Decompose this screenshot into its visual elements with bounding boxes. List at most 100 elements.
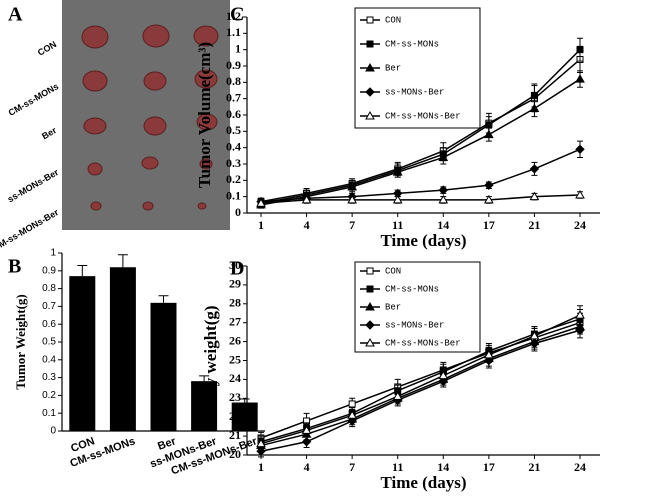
y-tick-label: 0.5 [226,123,241,137]
marker [529,164,540,174]
marker [484,180,494,190]
y-tick-label: 0.8 [42,283,56,294]
marker [365,337,375,347]
x-tick-label: 14 [437,218,449,232]
x-tick-label: 17 [483,218,495,232]
y-tick-label: 0.9 [226,58,241,72]
y-tick-label: 0 [235,205,241,219]
x-tick-label: 14 [437,460,449,474]
legend-label: CON [385,266,401,276]
marker [366,40,374,48]
x-axis-label: Time (days) [380,473,466,492]
y-axis-label: Body weight(g) [201,305,220,415]
marker [483,194,494,204]
y-tick-label: 20 [229,447,241,461]
marker [366,16,374,24]
marker [438,152,449,161]
y-tick-label: 0.5 [42,337,56,348]
panel-label: A [8,4,23,26]
marker [529,103,540,112]
y-tick-label: 21 [229,428,241,442]
marker [483,349,494,359]
y-tick-label: 27 [229,314,241,328]
y-tick-label: 25 [229,352,241,366]
error-bar [77,264,88,277]
series-line [260,318,581,443]
marker [438,370,449,380]
y-tick-label: 0.1 [226,188,241,202]
marker [576,46,584,54]
marker [575,325,585,335]
legend-label: ss-MONs-Ber [385,320,444,330]
series-line [260,194,581,204]
x-tick-label: 21 [528,218,540,232]
marker [438,185,448,195]
bar [150,302,177,431]
y-tick-label: 0.7 [226,90,241,104]
marker [530,91,538,99]
marker [301,425,312,434]
marker [301,194,312,204]
legend-label: CM-ss-MONs-Ber [385,111,461,121]
marker [392,194,403,204]
marker [256,198,266,207]
photo [62,0,230,230]
x-tick-label: 7 [349,460,355,474]
marker [348,400,356,408]
x-tick-label: 4 [304,460,310,474]
y-tick-label: 0.3 [226,156,241,170]
y-tick-label: 0.4 [42,354,56,365]
x-tick-label: 21 [528,460,540,474]
legend-label: Ber [385,63,401,73]
tumors [81,24,219,211]
x-tick-label: 17 [483,460,495,474]
error-bar [239,398,250,403]
marker [483,129,494,139]
legend-label: CM-ss-MONs [385,39,439,49]
series-line [260,325,581,447]
marker [438,194,449,204]
y-tick-label: 30 [229,258,241,272]
panel-label: B [8,256,21,278]
x-tick-label: 24 [574,218,586,232]
series-line [260,49,581,204]
marker [347,181,358,191]
error-bar [117,254,128,268]
marker [575,310,585,319]
series-line [260,314,581,445]
marker [365,301,375,311]
error-bar [158,295,169,303]
x-tick-label: 11 [392,460,403,474]
marker [256,438,266,448]
y-tick-label: 0.2 [226,172,241,186]
photo-label: CON [36,39,58,58]
legend-label: ss-MONs-Ber [385,87,444,97]
y-axis-label: Tumor Volume(cm³) [195,42,214,188]
marker [529,191,540,201]
marker [392,167,403,176]
y-tick-label: 1 [235,41,241,55]
bar [191,381,218,431]
marker [485,121,493,129]
y-tick-label: 0.7 [42,301,56,312]
y-tick-label: 26 [229,333,241,347]
y-tick-label: 24 [229,371,241,385]
y-tick-label: 0.6 [226,107,241,121]
bar [69,276,96,431]
marker [392,391,403,400]
y-tick-label: 0.8 [226,74,241,88]
marker [365,110,375,120]
marker [529,330,540,340]
y-tick-label: 0 [50,426,56,437]
x-tick-label: 1 [258,460,264,474]
photo-label: Ber [40,125,58,141]
y-tick-label: 1.2 [226,9,241,23]
y-axis-label: Tumor Weight(g) [13,294,28,389]
bar [109,267,136,431]
marker [347,410,358,419]
legend-label: CM-ss-MONs-Ber [385,338,461,348]
panel-label: C [230,4,244,26]
marker [575,74,585,83]
y-tick-label: 0.1 [42,408,56,419]
